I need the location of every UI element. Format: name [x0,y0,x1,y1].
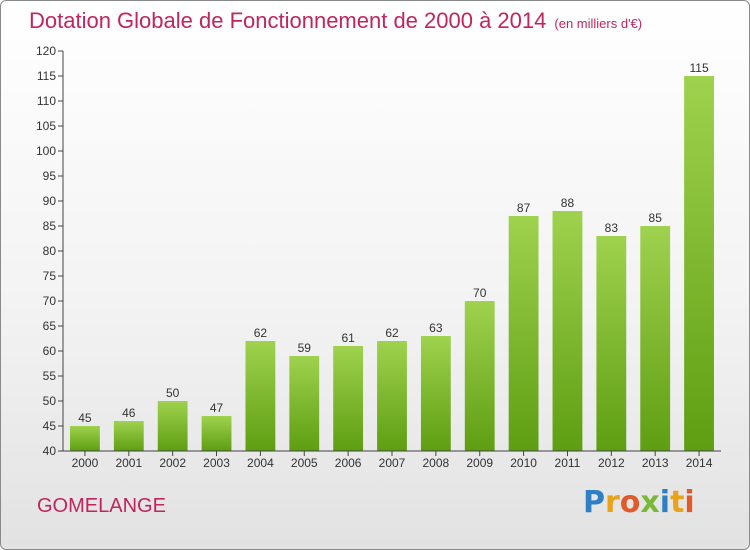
chart-subtitle: (en milliers d'€) [554,16,643,31]
logo-letter: x [640,485,660,520]
commune-name: GOMELANGE [37,495,166,517]
logo-letter: i [684,485,695,520]
bar-2008 [420,336,451,451]
bar-2005 [289,356,320,451]
bar-2012 [596,236,627,451]
bar-2001 [113,421,144,451]
bar-2013 [640,226,671,451]
x-tick-label: 2002 [159,456,186,470]
y-tick-label: 65 [43,319,57,333]
bar-2007 [377,341,407,451]
y-tick-label: 70 [43,294,57,308]
y-tick-label: 85 [43,219,57,233]
bar-value-label: 63 [429,321,443,335]
bar-chart: 404550556065707580859095100105110115120 … [36,44,721,470]
chart-title-text: Dotation Globale de Fonctionnement de 20… [29,8,547,33]
bar-value-label: 87 [517,201,531,215]
bar-2006 [333,346,364,451]
y-axis: 40 45 50 55 60 65 70 75 80 85 90 95 100 105 110 115 120 [36,44,64,458]
bar-2000 [70,426,100,451]
bar-value-label: 83 [605,221,619,235]
logo-letter: o [619,485,641,520]
proxiti-logo: Proxiti [583,485,695,520]
y-tick-label: 80 [43,244,57,258]
y-tick-label: 95 [43,169,57,183]
chart-title: Dotation Globale de Fonctionnement de 20… [29,8,642,34]
y-tick-label: 115 [37,69,56,83]
bar-2014 [684,76,714,451]
bar-value-label: 45 [78,411,92,425]
logo-letter: t [670,485,685,520]
y-tick-label: 60 [43,344,57,358]
x-tick-label: 2003 [203,456,230,470]
bar-value-label: 46 [122,406,136,420]
bar-2004 [245,341,276,451]
x-tick-label: 2007 [379,456,406,470]
y-tick-label: 120 [36,44,56,58]
x-tick-label: 2004 [247,456,274,470]
y-tick-label: 75 [43,269,57,283]
y-tick-label: 105 [36,119,56,133]
logo-letter: P [583,485,605,520]
bar-2010 [508,216,539,451]
x-tick-label: 2010 [510,456,537,470]
y-tick-label: 45 [43,419,57,433]
bar-2003 [201,416,232,451]
y-tick-label: 40 [43,444,57,458]
bar-2009 [464,301,495,451]
x-tick-label: 2013 [642,456,669,470]
y-tick-label: 110 [37,94,56,108]
logo-letter: r [605,485,620,520]
bar-value-label: 59 [298,341,312,355]
bars: 45 46 50 47 62 59 61 62 63 70 87 88 83 85 115 [70,61,714,451]
x-tick-label: 2008 [423,456,450,470]
bar-2002 [157,401,188,451]
bar-value-label: 50 [166,386,180,400]
x-tick-label: 2011 [555,456,581,470]
y-tick-label: 50 [43,394,57,408]
bar-value-label: 85 [649,211,663,225]
y-tick-label: 55 [43,369,57,383]
x-tick-label: 2014 [686,456,713,470]
bar-2011 [552,211,583,451]
x-tick-label: 2006 [335,456,362,470]
x-tick-label: 2001 [115,456,142,470]
y-tick-label: 90 [43,194,57,208]
x-tick-label: 2012 [598,456,625,470]
bar-value-label: 115 [689,61,708,75]
bar-value-label: 70 [473,286,487,300]
logo-letter: i [659,485,671,520]
x-tick-label: 2005 [291,456,318,470]
bar-value-label: 61 [341,331,355,345]
y-tick-label: 100 [36,144,56,158]
bar-value-label: 47 [210,401,224,415]
x-tick-label: 2000 [72,456,99,470]
x-tick-label: 2009 [466,456,493,470]
x-axis: 2000 2001 2002 2003 2004 2005 2006 2007 2008 2009… [63,450,721,470]
bar-value-label: 62 [254,326,268,340]
bar-value-label: 88 [561,196,575,210]
bar-value-label: 62 [385,326,399,340]
